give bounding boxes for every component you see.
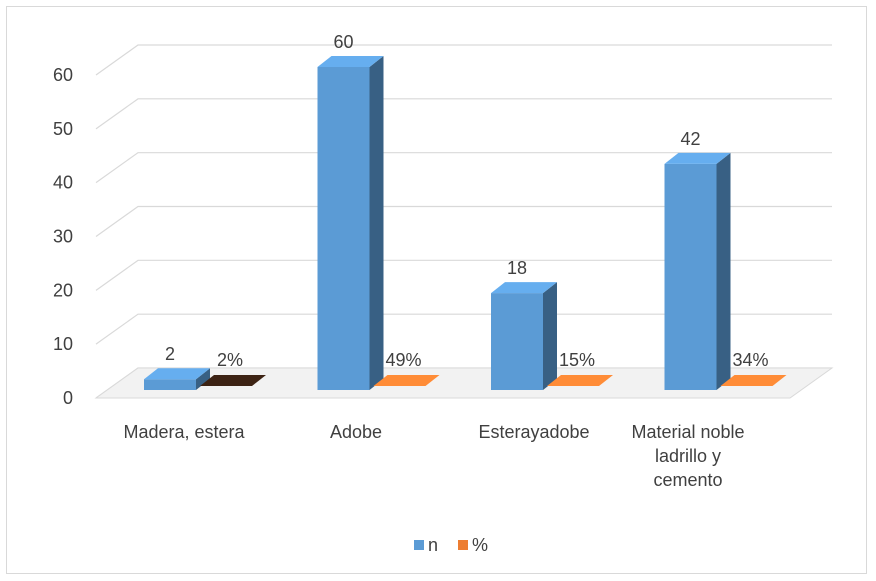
bar-front	[491, 293, 543, 390]
legend-label-pct: %	[472, 535, 488, 555]
y-tick-label: 40	[53, 173, 73, 193]
bar-pct-3	[720, 375, 787, 386]
bar-side	[543, 282, 557, 390]
y-axis-ticks: 0 10 20 30 40 50 60	[53, 65, 73, 408]
bar-n-3	[664, 152, 731, 390]
y-tick-label: 60	[53, 65, 73, 85]
y-tick-label: 10	[53, 334, 73, 354]
gridline	[95, 98, 832, 130]
bar-side	[716, 152, 731, 390]
bar-pct-0	[200, 375, 266, 386]
bar-top	[547, 375, 613, 386]
legend-label-n: n	[428, 535, 438, 555]
bar-side	[196, 368, 210, 390]
data-label: 34%	[732, 350, 768, 370]
gridline	[95, 205, 832, 237]
y-tick-label: 30	[53, 227, 73, 247]
bar-top	[491, 282, 557, 294]
gridline	[95, 313, 832, 345]
y-tick-label: 0	[63, 388, 73, 408]
data-label: 42	[680, 129, 700, 149]
bar-front	[664, 163, 717, 390]
gridline	[95, 259, 832, 291]
bar-top	[664, 152, 731, 164]
y-tick-label: 50	[53, 119, 73, 139]
bar-side	[369, 56, 384, 390]
legend-swatch-n	[414, 540, 424, 550]
bar-top	[317, 56, 384, 67]
data-label: 60	[333, 32, 353, 52]
x-category-label: Madera, estera	[123, 422, 245, 442]
bar-front	[317, 67, 370, 390]
bar-top	[373, 375, 440, 386]
bar-n-1	[317, 56, 384, 390]
bar-pct-1	[373, 375, 440, 386]
bar-n-0	[144, 368, 210, 390]
data-label: 15%	[559, 350, 595, 370]
y-tick-label: 20	[53, 280, 73, 300]
gridline	[95, 152, 832, 184]
chart-floor	[94, 367, 834, 399]
data-labels: 2 60 18 42 2% 49% 15% 34%	[165, 32, 769, 370]
bars	[144, 56, 787, 390]
data-label: 2%	[217, 350, 243, 370]
bar-front	[144, 379, 196, 390]
data-label: 49%	[385, 350, 421, 370]
bar-top	[200, 375, 266, 386]
bar-n-2	[491, 282, 557, 390]
bar-top	[144, 368, 210, 380]
x-category-label: Material noble ladrillo y cemento	[631, 422, 744, 490]
data-label: 2	[165, 344, 175, 364]
floor-plane	[94, 367, 834, 399]
legend-swatch-pct	[458, 540, 468, 550]
bar-top	[720, 375, 787, 386]
x-category-label: Esterayadobe	[478, 422, 589, 442]
legend: n%	[414, 535, 488, 555]
data-label: 18	[507, 258, 527, 278]
x-category-label: Adobe	[330, 422, 382, 442]
x-axis-categories: Madera, estera Adobe Esterayadobe Material …	[123, 422, 744, 490]
gridline	[95, 44, 832, 76]
bar-pct-2	[547, 375, 613, 386]
